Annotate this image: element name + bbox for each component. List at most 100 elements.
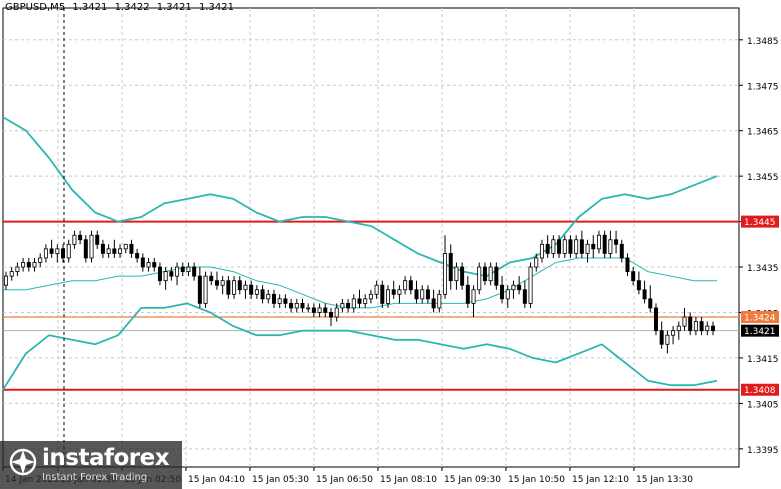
candle-body bbox=[106, 248, 111, 254]
candle-body bbox=[32, 262, 37, 268]
x-tick-label: 15 Jan 06:50 bbox=[316, 475, 373, 485]
current-price-label: 1.3421 bbox=[744, 327, 776, 337]
candle-body bbox=[289, 302, 294, 309]
candle-body bbox=[443, 253, 448, 295]
y-tick-label: 1.3475 bbox=[747, 82, 779, 92]
candle-body bbox=[374, 284, 379, 295]
candle-body bbox=[448, 253, 453, 282]
candle-body bbox=[271, 293, 276, 304]
candle-body bbox=[659, 330, 664, 345]
candle-body bbox=[49, 248, 54, 254]
candle-body bbox=[431, 298, 436, 309]
candle-body bbox=[334, 307, 339, 318]
candle-body bbox=[579, 239, 584, 254]
candle-body bbox=[283, 298, 288, 304]
candle-body bbox=[682, 316, 687, 327]
candle-body bbox=[146, 262, 151, 268]
candle-body bbox=[112, 248, 117, 254]
price-level-tag bbox=[741, 215, 779, 228]
candle-body bbox=[551, 239, 556, 254]
candle-body bbox=[78, 234, 83, 241]
candle-body bbox=[591, 243, 596, 250]
candle-body bbox=[511, 284, 516, 291]
candle-body bbox=[465, 284, 470, 304]
logo-icon bbox=[9, 448, 37, 476]
candle-body bbox=[505, 289, 510, 300]
candlesticks bbox=[4, 230, 716, 354]
price-level-label: 1.3445 bbox=[744, 218, 776, 228]
candle-body bbox=[209, 275, 214, 282]
candle-body bbox=[21, 262, 26, 268]
candle-body bbox=[711, 325, 716, 332]
candle-body bbox=[539, 243, 544, 259]
chart-title: GBPUSD,M5 1.3421 1.3422 1.3421 1.3421 bbox=[5, 2, 238, 13]
candle-body bbox=[140, 257, 145, 268]
candle-body bbox=[203, 275, 208, 304]
candle-body bbox=[397, 289, 402, 295]
candle-body bbox=[602, 234, 607, 254]
candle-body bbox=[477, 266, 482, 291]
y-tick-label: 1.3455 bbox=[747, 173, 779, 183]
candle-body bbox=[277, 298, 282, 304]
candle-body bbox=[169, 271, 174, 277]
candle-body bbox=[135, 253, 140, 259]
candle-body bbox=[175, 266, 180, 277]
candle-body bbox=[266, 293, 271, 300]
candle-body bbox=[494, 266, 499, 286]
y-tick-label: 1.3435 bbox=[747, 264, 779, 274]
candle-body bbox=[636, 280, 641, 291]
candle-body bbox=[619, 243, 624, 259]
candle-body bbox=[61, 248, 66, 259]
candle-body bbox=[454, 266, 459, 282]
plot-area bbox=[2, 7, 740, 468]
candle-body bbox=[260, 289, 265, 300]
candle-body bbox=[95, 234, 100, 245]
candle-body bbox=[625, 257, 630, 272]
candle-body bbox=[408, 280, 413, 291]
candle-body bbox=[631, 271, 636, 282]
logo-tagline: Instant Forex Trading bbox=[42, 472, 148, 483]
x-tick-label: 15 Jan 05:30 bbox=[252, 475, 309, 485]
high-value: 1.3422 bbox=[114, 2, 150, 13]
candle-body bbox=[596, 234, 601, 250]
candle-body bbox=[642, 289, 647, 300]
candle-body bbox=[425, 289, 430, 300]
candle-body bbox=[488, 266, 493, 282]
candle-body bbox=[648, 298, 653, 309]
candle-body bbox=[300, 302, 305, 309]
candle-body bbox=[363, 298, 368, 304]
candle-body bbox=[66, 243, 71, 259]
candle-body bbox=[568, 239, 573, 254]
candle-body bbox=[500, 284, 505, 300]
candle-body bbox=[249, 284, 254, 295]
candle-body bbox=[192, 266, 197, 277]
candle-body bbox=[562, 239, 567, 254]
candle-body bbox=[163, 271, 168, 282]
candle-body bbox=[414, 289, 419, 300]
candle-body bbox=[9, 271, 14, 277]
candle-body bbox=[220, 280, 225, 286]
candle-body bbox=[534, 257, 539, 268]
candle-body bbox=[471, 289, 476, 304]
candle-body bbox=[340, 302, 345, 309]
candle-body bbox=[380, 284, 385, 304]
y-tick-label: 1.3395 bbox=[747, 446, 779, 456]
candle-body bbox=[72, 234, 77, 245]
candle-body bbox=[152, 262, 157, 268]
logo-brand: instaforex bbox=[42, 445, 170, 471]
candle-body bbox=[545, 243, 550, 254]
x-tick-label: 15 Jan 08:10 bbox=[380, 475, 437, 485]
candle-body bbox=[26, 262, 31, 268]
candle-body bbox=[557, 239, 562, 254]
candle-body bbox=[574, 239, 579, 254]
x-tick-label: 15 Jan 04:10 bbox=[188, 475, 245, 485]
x-tick-label: 15 Jan 12:10 bbox=[572, 475, 629, 485]
symbol-label: GBPUSD,M5 bbox=[5, 2, 66, 13]
candle-body bbox=[391, 289, 396, 295]
candle-body bbox=[368, 293, 373, 300]
y-tick-label: 1.3465 bbox=[747, 128, 779, 138]
candle-body bbox=[317, 307, 322, 313]
candle-body bbox=[403, 280, 408, 291]
candle-body bbox=[243, 284, 248, 291]
